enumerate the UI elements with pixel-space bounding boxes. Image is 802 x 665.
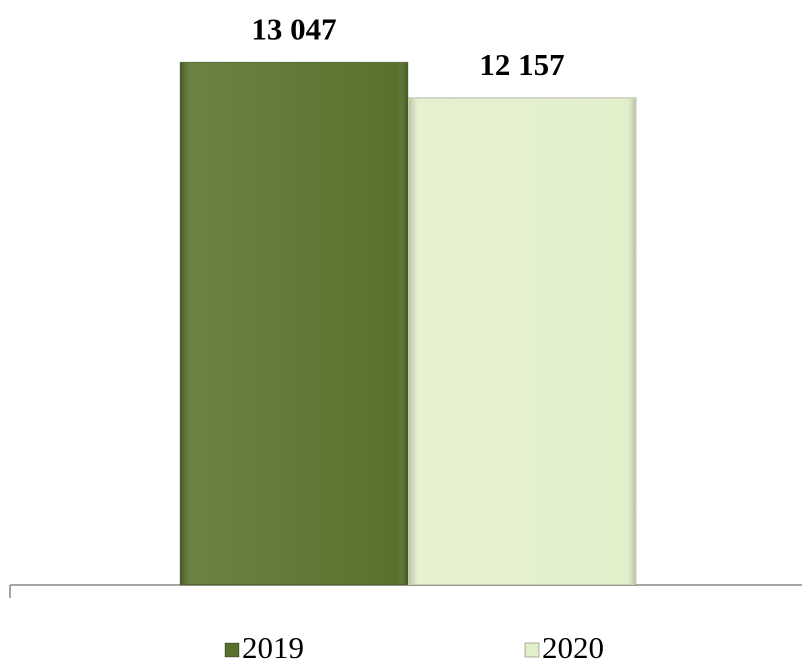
legend-label: 2020	[542, 630, 604, 665]
legend-swatch	[224, 642, 240, 658]
value-label: 12 157	[479, 47, 564, 82]
bar-bevel	[409, 98, 635, 584]
bar-bevel	[181, 63, 407, 585]
value-label: 13 047	[251, 11, 336, 46]
legend-label: 2019	[242, 630, 304, 665]
legend-swatch	[524, 642, 540, 658]
